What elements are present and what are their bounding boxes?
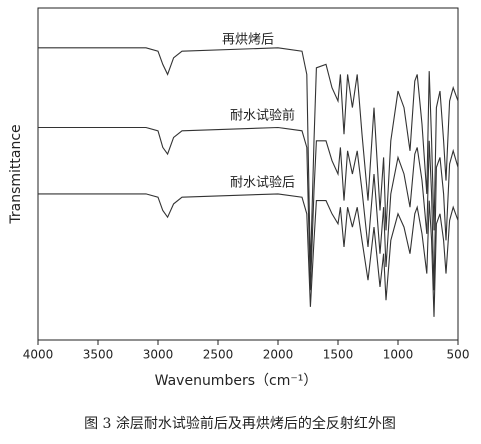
x-tick-label: 3500 (83, 348, 114, 362)
spectrum-line (38, 193, 459, 317)
x-axis-label: Wavenumbers（cm⁻¹） (155, 373, 318, 389)
plot-frame (37, 7, 459, 341)
y-axis-label: Transmittance (8, 124, 24, 224)
x-tick-label: 500 (447, 348, 470, 362)
x-tick-label: 4000 (23, 348, 54, 362)
x-tick-label: 2500 (203, 348, 234, 362)
figure-caption: 图 3 涂层耐水试验前后及再烘烤后的全反射红外图 (84, 415, 396, 432)
spectrum-line (38, 126, 459, 291)
series-label: 再烘烤后 (222, 33, 274, 48)
x-tick-label: 2000 (263, 348, 294, 362)
series-label: 耐水试验后 (230, 175, 295, 191)
x-tick-label: 1000 (383, 348, 414, 362)
series-label: 耐水试验前 (230, 108, 295, 124)
x-tick-label: 1500 (323, 348, 354, 362)
x-tick-label: 3000 (143, 348, 174, 362)
spectrum-line (38, 47, 459, 271)
